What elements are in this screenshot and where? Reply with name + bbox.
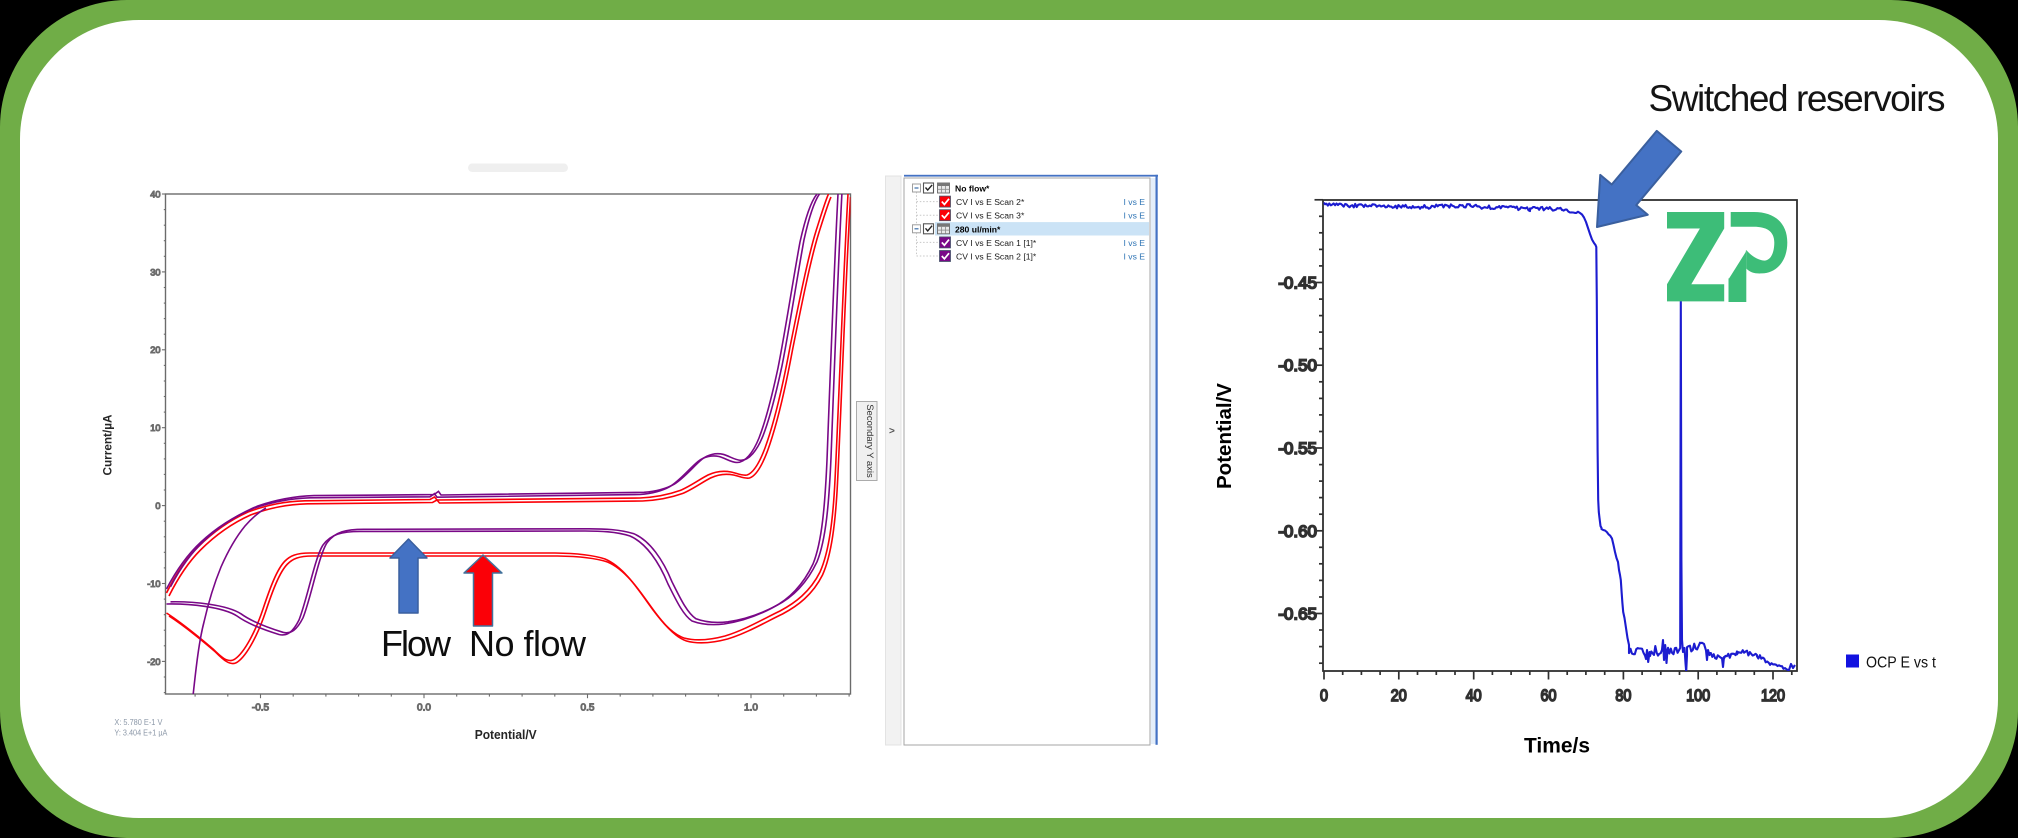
- svg-text:20: 20: [1391, 686, 1407, 705]
- svg-text:-0.60: -0.60: [1278, 522, 1317, 541]
- svg-text:Secondary Y axis: Secondary Y axis: [864, 404, 875, 478]
- svg-text:Flow: Flow: [381, 623, 452, 664]
- svg-text:CV I vs E Scan 1 [1]*: CV I vs E Scan 1 [1]*: [956, 238, 1037, 248]
- svg-text:CV I vs E Scan 2*: CV I vs E Scan 2*: [956, 197, 1025, 207]
- svg-text:OCP E vs t: OCP E vs t: [1866, 655, 1937, 672]
- svg-text:-20: -20: [147, 657, 160, 667]
- svg-text:0: 0: [155, 501, 160, 511]
- svg-text:30: 30: [150, 267, 160, 277]
- svg-text:I vs E: I vs E: [1124, 211, 1146, 221]
- svg-text:-0.55: -0.55: [1278, 439, 1317, 458]
- svg-text:-0.45: -0.45: [1278, 274, 1317, 293]
- svg-text:No flow: No flow: [469, 623, 587, 664]
- svg-text:>: >: [889, 426, 895, 437]
- svg-text:I vs E: I vs E: [1124, 252, 1146, 262]
- svg-text:I vs E: I vs E: [1124, 197, 1146, 207]
- svg-text:80: 80: [1615, 686, 1631, 705]
- svg-text:CV I vs E Scan 2 [1]*: CV I vs E Scan 2 [1]*: [956, 252, 1037, 262]
- svg-text:40: 40: [1466, 686, 1482, 705]
- svg-text:280 ul/min*: 280 ul/min*: [955, 224, 1001, 234]
- svg-text:20: 20: [150, 345, 160, 355]
- svg-text:X: 5.780 E-1 V: X: 5.780 E-1 V: [114, 717, 162, 727]
- svg-text:0.0: 0.0: [417, 703, 431, 714]
- svg-text:-0.50: -0.50: [1278, 356, 1317, 375]
- svg-text:CV I vs E Scan 3*: CV I vs E Scan 3*: [956, 211, 1025, 221]
- svg-text:-0.65: -0.65: [1278, 605, 1317, 624]
- svg-text:No flow*: No flow*: [955, 184, 990, 194]
- svg-text:120: 120: [1761, 686, 1785, 705]
- svg-text:I vs E: I vs E: [1124, 238, 1146, 248]
- svg-text:1.0: 1.0: [744, 703, 758, 714]
- svg-text:Current/µA: Current/µA: [103, 415, 115, 476]
- svg-text:-0.5: -0.5: [252, 703, 270, 714]
- svg-text:Potential/V: Potential/V: [1214, 382, 1236, 489]
- svg-text:Switched reservoirs: Switched reservoirs: [1649, 78, 1946, 119]
- svg-text:100: 100: [1686, 686, 1710, 705]
- svg-text:Time/s: Time/s: [1524, 735, 1590, 758]
- svg-text:Y: 3.404 E+1 µA: Y: 3.404 E+1 µA: [114, 728, 167, 738]
- svg-text:0: 0: [1320, 686, 1328, 705]
- svg-text:-10: -10: [147, 579, 160, 589]
- svg-text:60: 60: [1541, 686, 1557, 705]
- svg-text:0.5: 0.5: [581, 703, 595, 714]
- svg-text:40: 40: [150, 189, 160, 199]
- svg-text:Potential/V: Potential/V: [475, 727, 537, 742]
- svg-text:10: 10: [150, 423, 160, 433]
